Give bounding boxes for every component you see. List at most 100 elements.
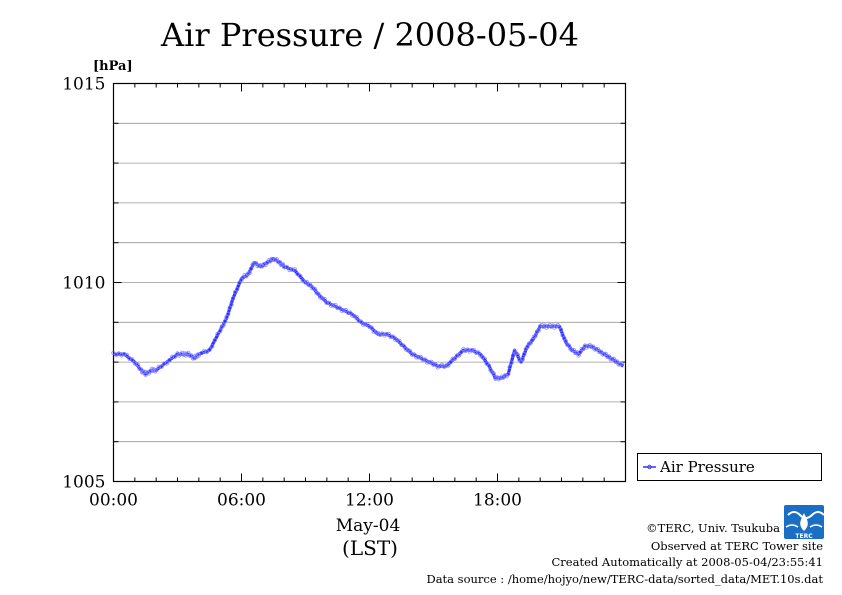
data-point [570,348,575,353]
data-point [392,337,398,342]
data-point [459,350,464,355]
data-point [600,352,605,357]
data-point [356,318,361,324]
data-point [616,362,621,367]
data-point [397,338,402,344]
data-point [378,332,383,337]
x-tick-label: 18:00 [473,491,522,511]
data-point [563,338,568,344]
data-point [277,259,283,265]
data-point [337,305,342,310]
data-point [515,352,520,358]
data-point [410,352,415,357]
data-point [237,280,242,286]
data-point [522,351,527,357]
data-point [127,356,132,361]
data-point [162,361,167,366]
data-point [482,356,487,362]
data-point [298,273,303,279]
data-point [156,364,161,370]
data-point [212,338,217,343]
data-point [276,260,281,265]
x-axis-date-label: May-04 [336,516,401,536]
data-point [471,347,477,353]
data-point [172,354,177,359]
data-point [463,348,468,353]
data-point [566,343,572,348]
data-point [333,303,338,308]
data-point [303,280,308,285]
data-point [348,310,353,315]
data-point [474,350,479,355]
data-point [450,356,455,362]
data-point [215,331,220,337]
data-point [119,353,124,358]
created-timestamp-text: Created Automatically at 2008-05-04/23:5… [552,555,824,569]
data-point [401,343,406,348]
data-point [369,325,374,330]
data-point [135,362,141,368]
logo-text: TERC [795,533,813,540]
series-line [113,257,625,380]
data-point [159,364,164,369]
data-point [229,302,234,307]
data-point [232,290,238,295]
data-point [230,296,236,301]
data-point [382,333,387,338]
data-point [414,355,419,360]
data-point [190,356,196,361]
y-tick-label: 1015 [62,75,105,95]
data-point [350,313,355,318]
data-point [226,311,231,317]
data-point [444,363,449,368]
data-point [509,360,514,365]
data-point [306,282,311,288]
data-point [469,348,475,353]
terc-logo: TERC [784,505,825,540]
observed-site-text: Observed at TERC Tower site [651,539,823,553]
x-axis-timezone-label: (LST) [342,536,398,560]
data-point [114,352,119,357]
data-point [255,263,260,268]
data-point [442,364,447,369]
data-point [247,270,252,275]
data-point [320,296,325,301]
data-point [287,267,292,272]
data-point [536,328,541,333]
data-point [403,347,408,352]
legend-point-marker [647,464,652,470]
data-point [341,308,347,313]
data-point [202,348,207,354]
data-point [222,319,228,324]
grid-lines [113,122,626,443]
data-point [343,308,349,313]
data-point [373,330,379,335]
legend-box [637,453,822,481]
data-point [558,327,564,332]
data-point [354,314,359,320]
data-point [507,364,512,370]
data-point [592,347,597,352]
data-point [122,351,127,357]
data-point [152,369,158,374]
data-point [605,354,610,359]
data-point [218,328,223,334]
data-point [608,357,613,362]
data-point [290,267,295,272]
data-point [395,338,400,343]
data-point [210,344,215,349]
x-tick-label: 00:00 [89,491,138,511]
x-tick-label: 12:00 [345,491,394,511]
data-point [446,363,451,368]
data-point [365,321,370,327]
y-tick-label: 1005 [62,473,105,493]
data-point [431,362,436,367]
data-point [130,357,135,362]
data-point [167,357,172,363]
data-point [618,361,623,367]
data-point [412,352,417,357]
data-point [399,342,404,347]
y-axis-ticks: 1005 1010 1015 [62,75,626,493]
data-point [420,357,425,362]
